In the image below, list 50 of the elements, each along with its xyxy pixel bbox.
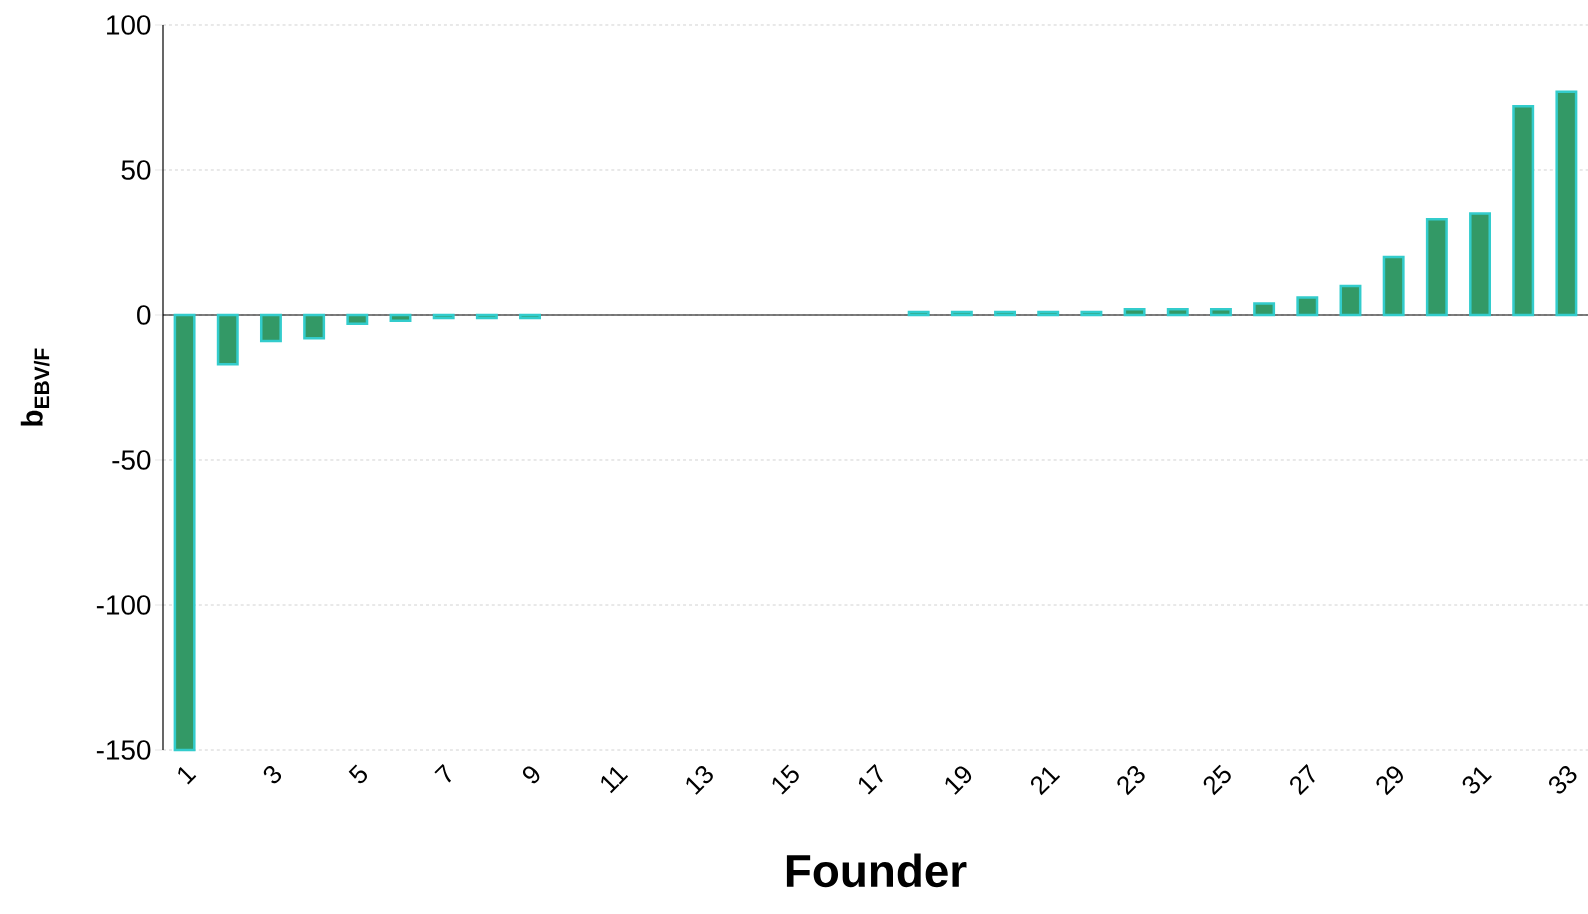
bar bbox=[303, 313, 326, 340]
x-tick-label: 27 bbox=[1290, 764, 1315, 796]
x-tick-label: 19 bbox=[945, 766, 972, 795]
bar bbox=[1253, 302, 1276, 317]
bar bbox=[1339, 284, 1362, 317]
bar bbox=[907, 310, 930, 317]
y-tick-label: 0 bbox=[137, 305, 151, 325]
y-tick-label: -50 bbox=[112, 450, 151, 470]
bar bbox=[389, 313, 412, 323]
x-tick-label: 21 bbox=[1030, 767, 1061, 796]
x-tick-label: 33 bbox=[1549, 766, 1577, 794]
bar bbox=[1080, 310, 1103, 317]
bar bbox=[994, 310, 1016, 317]
x-tick-label: 29 bbox=[1376, 766, 1403, 796]
y-axis-title: b$_{EBV/F}$ bbox=[20, 348, 50, 426]
bar bbox=[1166, 307, 1189, 317]
bar bbox=[1209, 307, 1232, 317]
x-tick-label: 13 bbox=[686, 766, 713, 795]
x-axis-title: Founder bbox=[786, 853, 967, 888]
y-tick-label: 100 bbox=[107, 15, 151, 35]
bar bbox=[950, 310, 973, 317]
x-tick-label: 17 bbox=[858, 763, 883, 795]
bar bbox=[519, 313, 542, 320]
bar bbox=[173, 313, 196, 752]
bar bbox=[1469, 212, 1491, 317]
bar bbox=[346, 313, 369, 325]
bar bbox=[1382, 255, 1405, 317]
bar bbox=[432, 313, 455, 320]
bar bbox=[1296, 296, 1319, 317]
x-tick-label: 23 bbox=[1117, 766, 1145, 796]
x-tick-label: 25 bbox=[1203, 764, 1231, 796]
x-tick-label: 3 bbox=[263, 766, 282, 784]
bar bbox=[1123, 307, 1146, 317]
bar bbox=[1555, 90, 1578, 317]
bar bbox=[475, 313, 498, 320]
bar bbox=[1037, 310, 1060, 317]
y-tick-label: -150 bbox=[96, 740, 151, 760]
x-tick-label: 1 bbox=[178, 766, 197, 785]
x-tick-label: 7 bbox=[434, 763, 452, 783]
y-tick-label: -100 bbox=[96, 595, 151, 615]
bar bbox=[216, 313, 239, 366]
y-tick-label: 50 bbox=[121, 160, 151, 180]
x-tick-label: 5 bbox=[348, 764, 367, 784]
x-tick-label: 31 bbox=[1462, 767, 1492, 794]
x-tick-label: 15 bbox=[772, 764, 799, 795]
x-tick-label: 11 bbox=[601, 766, 629, 794]
x-tick-label: 9 bbox=[522, 766, 540, 784]
bar bbox=[259, 313, 282, 343]
bar bbox=[1512, 104, 1535, 317]
bar bbox=[1425, 218, 1448, 317]
